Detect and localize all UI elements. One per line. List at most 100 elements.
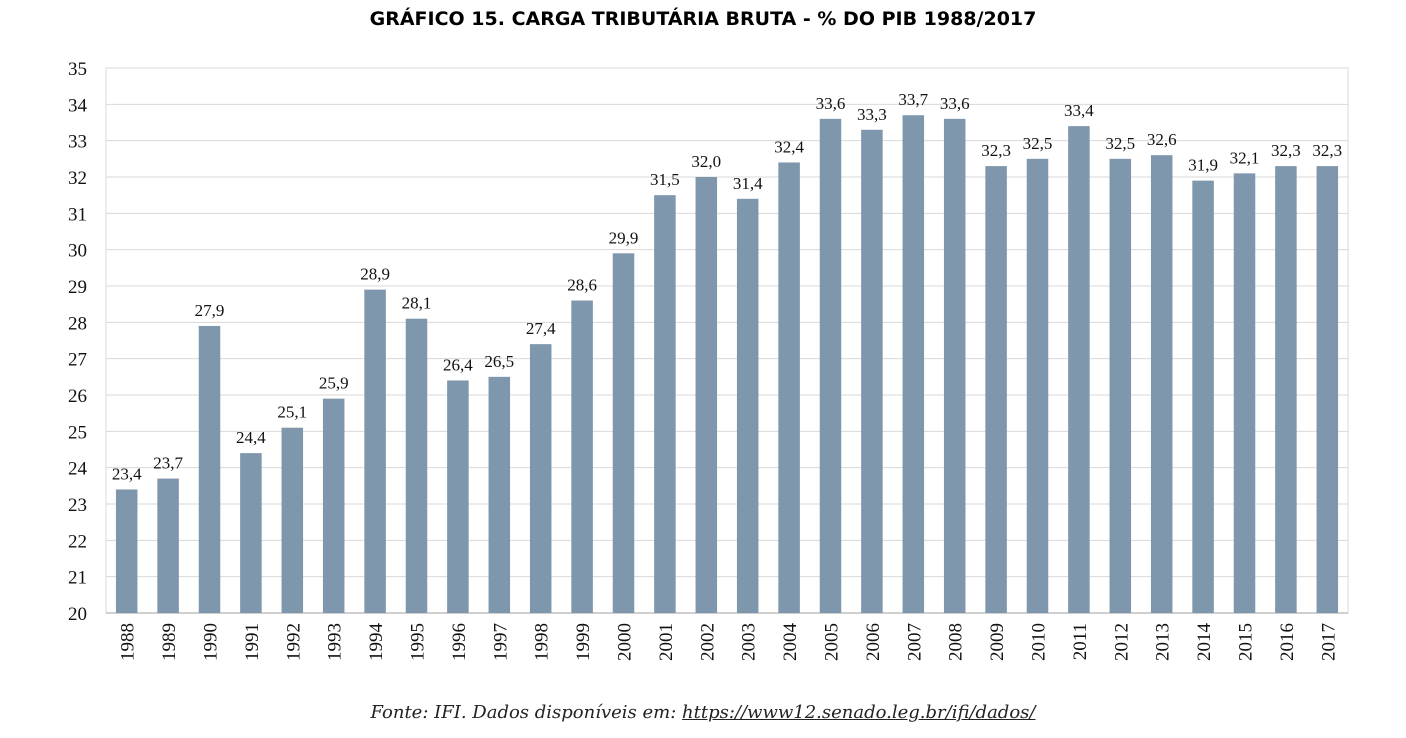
bar	[571, 300, 593, 613]
bar	[240, 453, 262, 613]
bar	[529, 344, 552, 613]
x-tick-label: 1994	[366, 623, 387, 662]
data-label: 32,3	[981, 141, 1011, 160]
bar	[943, 118, 966, 613]
chart-title: GRÁFICO 15. CARGA TRIBUTÁRIA BRUTA - % D…	[369, 8, 1037, 30]
x-tick-label: 2008	[946, 623, 967, 661]
source-prefix: Fonte: IFI. Dados disponíveis em:	[370, 702, 683, 723]
x-tick-label: 2010	[1029, 623, 1050, 661]
x-tick-label: 2001	[656, 623, 677, 661]
data-label: 25,1	[277, 403, 307, 422]
x-tick-label: 2017	[1318, 623, 1339, 661]
x-tick-label: 1998	[532, 623, 553, 661]
y-tick-label: 33	[68, 132, 87, 153]
bar	[447, 380, 469, 613]
x-tick-label: 2012	[1111, 623, 1132, 661]
x-tick-label: 1999	[573, 623, 594, 661]
data-label: 32,5	[1105, 134, 1135, 153]
data-label: 32,6	[1147, 130, 1177, 149]
data-label: 33,7	[898, 90, 928, 109]
y-tick-label: 23	[68, 495, 87, 516]
x-tick-label: 2002	[697, 623, 718, 661]
x-tick-label: 2004	[780, 623, 801, 662]
data-label: 33,6	[940, 94, 970, 113]
bar	[778, 162, 800, 613]
data-label: 27,9	[195, 301, 225, 320]
data-label: 26,4	[443, 355, 473, 374]
y-tick-label: 35	[68, 59, 87, 80]
x-tick-label: 2015	[1236, 623, 1257, 661]
data-label: 32,3	[1312, 141, 1342, 160]
data-label: 23,4	[112, 464, 142, 483]
data-labels: 23,4 23,7 27,9 24,4 25,1 25,9 28,9 28,1 26,4 26,5…	[112, 90, 1342, 483]
bar	[488, 376, 511, 613]
y-tick-label: 34	[68, 95, 88, 116]
data-label: 31,4	[733, 174, 763, 193]
x-tick-label: 2014	[1194, 623, 1215, 662]
y-tick-label: 29	[68, 277, 87, 298]
y-tick-label: 21	[68, 568, 87, 589]
data-label: 32,3	[1271, 141, 1301, 160]
bar	[364, 289, 386, 613]
x-tick-label: 1993	[325, 623, 346, 661]
x-tick-label: 2005	[822, 623, 843, 661]
data-label: 29,9	[609, 228, 639, 247]
bar	[736, 198, 759, 614]
data-label: 23,7	[153, 454, 183, 473]
bar	[902, 115, 925, 613]
x-tick-label: 1992	[283, 623, 304, 661]
bar	[198, 325, 221, 613]
bar	[1316, 166, 1339, 613]
x-tick-label: 1989	[159, 623, 180, 661]
x-tick-label: 1995	[408, 623, 429, 661]
bars	[115, 115, 1339, 614]
data-label: 28,9	[360, 265, 390, 284]
bar	[1150, 155, 1173, 613]
y-tick-label: 32	[68, 168, 87, 189]
x-tick-label: 2000	[615, 623, 636, 661]
x-tick-label: 1991	[242, 623, 263, 661]
data-label: 25,9	[319, 374, 349, 393]
gridlines	[105, 67, 1349, 614]
y-axis-ticks: 20 21 22 23 24 25 26 27 28 29 30 31 32 33 34 35	[68, 59, 88, 625]
source-link[interactable]: https://www12.senado.leg.br/ifi/dados/	[682, 702, 1036, 723]
bar	[1192, 180, 1214, 613]
x-tick-label: 2007	[904, 623, 925, 661]
bar	[157, 478, 179, 613]
x-tick-label: 2006	[863, 623, 884, 661]
data-label: 32,1	[1230, 148, 1260, 167]
x-tick-label: 1988	[118, 623, 139, 661]
data-label: 32,5	[1023, 134, 1053, 153]
bar	[281, 427, 304, 613]
x-tick-label: 2013	[1153, 623, 1174, 661]
bar	[1068, 126, 1090, 613]
data-label: 33,4	[1064, 101, 1094, 120]
data-label: 33,6	[816, 94, 846, 113]
bar	[1275, 166, 1297, 613]
y-tick-label: 24	[68, 459, 88, 480]
data-label: 31,5	[650, 170, 680, 189]
data-label: 32,0	[691, 152, 721, 171]
data-label: 28,1	[402, 294, 432, 313]
bar	[115, 489, 138, 613]
data-label: 28,6	[567, 276, 597, 295]
bar	[1233, 173, 1256, 613]
x-tick-label: 1990	[201, 623, 222, 661]
y-tick-label: 26	[68, 386, 87, 407]
x-tick-label: 2009	[987, 623, 1008, 661]
bar	[405, 318, 428, 613]
bar	[654, 195, 676, 613]
bar	[985, 166, 1007, 613]
data-label: 27,4	[526, 319, 556, 338]
data-label: 31,9	[1188, 156, 1218, 175]
bar	[612, 253, 635, 614]
data-label: 24,4	[236, 428, 266, 447]
data-label: 33,3	[857, 105, 887, 124]
data-label: 32,4	[774, 137, 804, 156]
data-label: 26,5	[484, 352, 514, 371]
bar	[819, 118, 842, 613]
y-tick-label: 28	[68, 313, 87, 334]
bar	[1026, 158, 1049, 614]
y-tick-label: 22	[68, 531, 87, 552]
